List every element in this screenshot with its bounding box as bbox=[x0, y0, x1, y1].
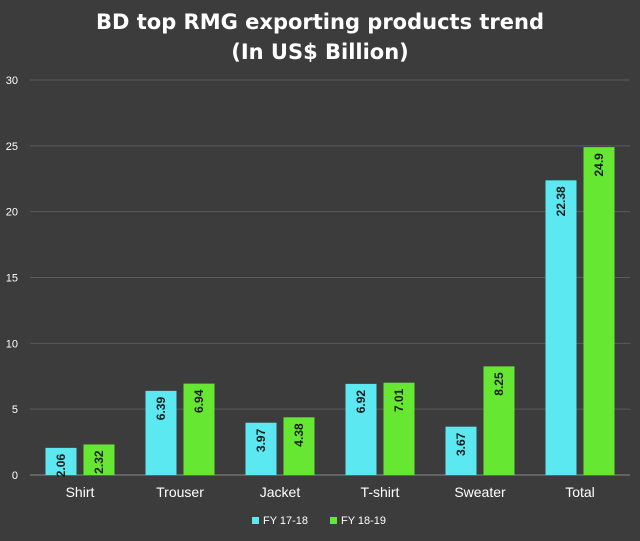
data-label: 3.97 bbox=[254, 428, 268, 452]
x-tick-label: T-shirt bbox=[361, 484, 400, 500]
data-label: 6.94 bbox=[192, 389, 206, 413]
y-tick-label: 10 bbox=[6, 338, 18, 350]
data-label: 6.92 bbox=[354, 390, 368, 414]
y-tick-label: 5 bbox=[12, 404, 18, 416]
x-tick-label: Shirt bbox=[66, 484, 95, 500]
data-label: 2.06 bbox=[54, 454, 68, 478]
bar bbox=[483, 366, 515, 475]
bar bbox=[245, 422, 277, 475]
x-tick-label: Jacket bbox=[260, 484, 301, 500]
bar bbox=[183, 383, 215, 475]
x-tick-label: Sweater bbox=[454, 484, 506, 500]
data-label: 2.32 bbox=[92, 450, 106, 474]
legend-label: FY 18-19 bbox=[341, 515, 386, 527]
data-label: 22.38 bbox=[554, 186, 568, 216]
data-label: 6.39 bbox=[154, 397, 168, 421]
data-label: 24.9 bbox=[592, 153, 606, 177]
bar bbox=[545, 180, 577, 475]
bar bbox=[83, 444, 115, 475]
legend-swatch bbox=[252, 517, 259, 524]
bar bbox=[45, 447, 77, 475]
bar bbox=[445, 426, 477, 475]
data-label: 7.01 bbox=[392, 388, 406, 412]
chart-title: BD top RMG exporting products trend bbox=[95, 10, 545, 34]
data-label: 8.25 bbox=[492, 372, 506, 396]
bar bbox=[145, 390, 177, 475]
legend-label: FY 17-18 bbox=[263, 515, 308, 527]
y-tick-label: 0 bbox=[12, 470, 18, 482]
chart-subtitle: (In US$ Billion) bbox=[231, 40, 409, 64]
x-tick-label: Trouser bbox=[156, 484, 204, 500]
data-label: 3.67 bbox=[454, 432, 468, 456]
y-tick-label: 25 bbox=[6, 141, 18, 153]
x-tick-label: Total bbox=[565, 484, 595, 500]
data-label: 4.38 bbox=[292, 423, 306, 447]
bar bbox=[383, 382, 415, 475]
bar bbox=[583, 147, 615, 475]
y-tick-label: 15 bbox=[6, 273, 18, 285]
legend-swatch bbox=[330, 517, 337, 524]
bar bbox=[345, 383, 377, 475]
y-tick-label: 30 bbox=[6, 75, 18, 87]
bar bbox=[283, 417, 315, 475]
y-tick-label: 20 bbox=[6, 207, 18, 219]
